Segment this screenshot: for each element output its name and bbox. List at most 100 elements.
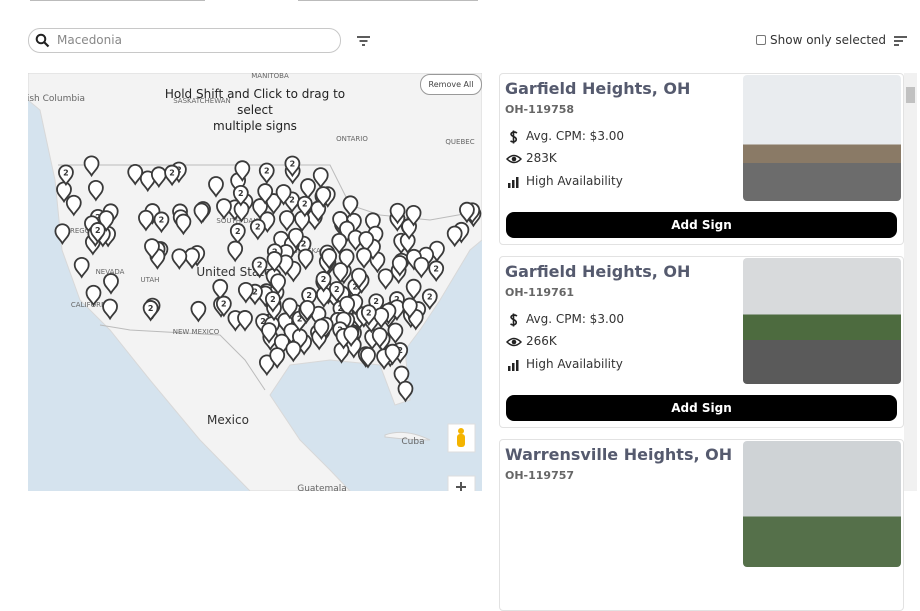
map-pin[interactable] — [208, 176, 224, 198]
map-pin[interactable] — [153, 211, 170, 234]
map-pin[interactable] — [446, 225, 463, 248]
map-pin[interactable] — [413, 256, 430, 279]
map-pin[interactable] — [73, 256, 90, 279]
map-pin[interactable] — [171, 248, 188, 270]
map-pin[interactable] — [296, 195, 313, 218]
map-pin[interactable] — [216, 198, 232, 220]
map-pin[interactable] — [312, 167, 329, 189]
map-pin[interactable] — [358, 231, 375, 253]
sign-card[interactable]: Garfield Heights, OH OH-119758 Avg. CPM: $… — [499, 73, 904, 245]
map-pin[interactable] — [297, 248, 314, 271]
map-pin[interactable] — [270, 273, 286, 296]
add-sign-button[interactable]: Add Sign — [506, 395, 897, 421]
map-pin[interactable] — [215, 295, 232, 318]
map-pin[interactable] — [89, 222, 106, 244]
checkbox[interactable] — [756, 35, 766, 45]
remove-all-button[interactable]: Remove All — [420, 74, 482, 95]
map-pin[interactable] — [144, 238, 160, 260]
map-pin[interactable] — [360, 347, 376, 369]
map-pin[interactable] — [184, 247, 200, 270]
map-pin[interactable] — [281, 297, 298, 320]
map-pin[interactable] — [356, 247, 372, 270]
map-pin[interactable] — [401, 297, 418, 320]
map-pin[interactable] — [258, 162, 275, 185]
map-pin[interactable] — [234, 160, 251, 182]
sort-icon[interactable] — [893, 35, 908, 47]
map-pin[interactable] — [212, 278, 229, 301]
map-pin[interactable] — [87, 179, 104, 202]
map-pin[interactable] — [232, 184, 249, 207]
map-pin[interactable] — [237, 310, 253, 332]
map-pin[interactable] — [343, 325, 360, 348]
map-pin[interactable] — [321, 248, 338, 270]
map-pin[interactable] — [315, 186, 332, 208]
sign-card[interactable]: Warrensville Heights, OH OH-119757 — [499, 439, 904, 611]
map-pin[interactable] — [315, 271, 332, 293]
map-pin[interactable] — [264, 291, 281, 313]
map-pin[interactable] — [285, 340, 302, 363]
map-pin[interactable] — [257, 183, 274, 205]
map-pin[interactable] — [313, 318, 330, 341]
search-icon — [35, 33, 50, 48]
map-pin[interactable] — [405, 278, 422, 301]
map-pin[interactable] — [164, 164, 180, 187]
map-pin[interactable] — [459, 201, 475, 224]
map-pin[interactable] — [251, 256, 268, 279]
map-pin[interactable] — [275, 184, 292, 206]
map-pin[interactable] — [85, 284, 102, 307]
map-pin[interactable] — [278, 210, 295, 232]
map-pin[interactable] — [342, 195, 359, 218]
map-pin[interactable] — [287, 227, 304, 250]
map-pin[interactable] — [102, 298, 118, 321]
map-pin[interactable] — [58, 164, 74, 187]
map[interactable]: British Columbia MANITOBA SASKATCHEWAN ONTA… — [28, 73, 482, 491]
scrollbar-thumb[interactable] — [906, 87, 915, 103]
sign-card[interactable]: Garfield Heights, OH OH-119761 Avg. CPM: $… — [499, 256, 904, 428]
pin-count: 2 — [306, 291, 312, 300]
map-pin[interactable] — [300, 178, 316, 200]
map-pin[interactable] — [339, 295, 356, 318]
map-pin[interactable] — [351, 267, 367, 290]
map-pin[interactable] — [138, 209, 154, 232]
map-pin[interactable] — [265, 193, 282, 215]
map-pin[interactable] — [83, 155, 100, 178]
map-pin[interactable] — [332, 262, 349, 284]
map-pin[interactable] — [227, 240, 244, 263]
map-pin[interactable] — [373, 307, 390, 329]
map-pin[interactable] — [328, 281, 345, 303]
map-pin[interactable] — [299, 300, 316, 322]
map-pin[interactable] — [142, 300, 159, 322]
map-pin[interactable] — [377, 268, 394, 290]
map-pin[interactable] — [384, 343, 401, 366]
search-box[interactable]: Macedonia — [28, 28, 341, 53]
map-pin[interactable] — [387, 322, 404, 345]
map-pin[interactable] — [428, 260, 445, 283]
checkbox-label[interactable]: Show only selected — [770, 33, 887, 47]
map-pin[interactable] — [389, 202, 406, 225]
map-pin[interactable] — [190, 300, 207, 323]
map-pin[interactable] — [249, 218, 266, 241]
map-pin[interactable] — [175, 213, 192, 236]
map-pin[interactable] — [261, 322, 277, 344]
map-pin[interactable] — [360, 304, 377, 327]
map-pin[interactable] — [269, 347, 286, 369]
map-pin[interactable] — [405, 204, 422, 227]
map-pin[interactable] — [391, 255, 408, 277]
map-pin[interactable] — [310, 200, 327, 223]
map-pin[interactable] — [421, 288, 438, 311]
map-pin[interactable] — [258, 354, 275, 377]
map-pin[interactable] — [103, 273, 119, 295]
filter-icon[interactable] — [356, 35, 371, 47]
map-pin[interactable] — [266, 251, 283, 273]
map-pin[interactable] — [150, 166, 167, 189]
add-sign-button[interactable]: Add Sign — [506, 212, 897, 238]
map-pin[interactable] — [371, 327, 388, 349]
map-pin[interactable] — [284, 155, 301, 178]
map-pin[interactable] — [193, 202, 210, 225]
map-pin[interactable] — [65, 194, 82, 217]
map-pin[interactable] — [229, 222, 246, 245]
map-pin[interactable] — [397, 380, 414, 403]
map-pin[interactable] — [237, 281, 254, 304]
map-pin[interactable] — [331, 233, 348, 255]
map-pin[interactable] — [54, 223, 71, 245]
